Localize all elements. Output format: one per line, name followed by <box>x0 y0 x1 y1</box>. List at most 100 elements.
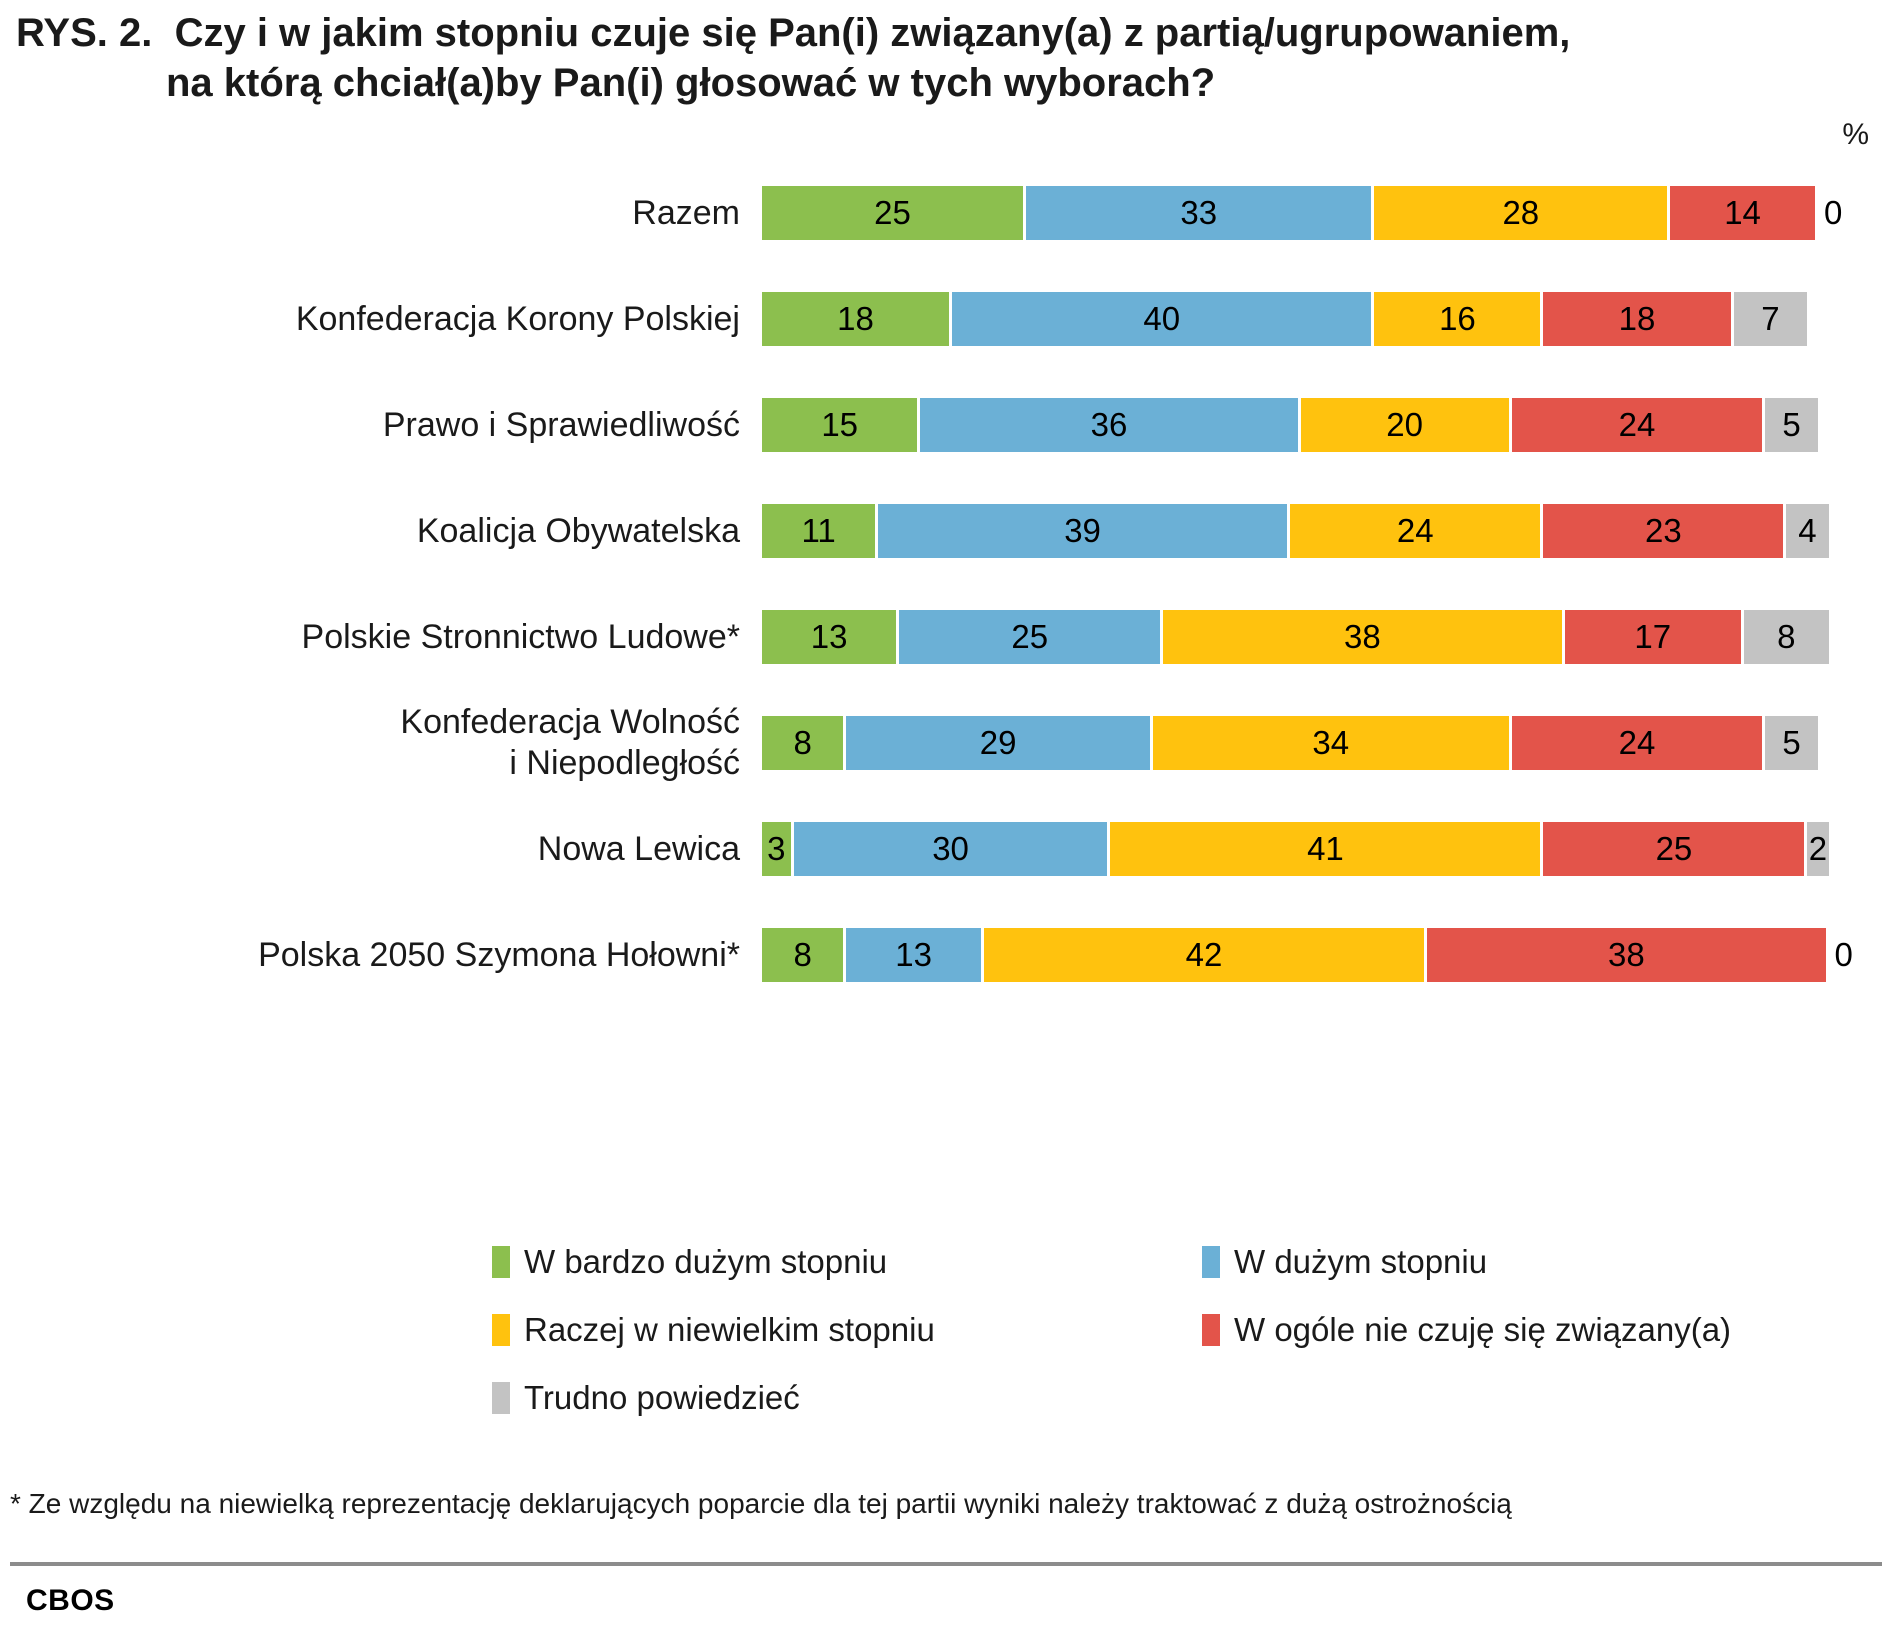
bar-segment-raczej-w-niewielkim-stopniu: 34 <box>1152 716 1512 770</box>
bar-segment-w-bardzo-du-ym-stopniu: 8 <box>762 716 847 770</box>
legend-swatch-large-icon <box>1202 1246 1220 1278</box>
bar-segment-value: 0 <box>1834 936 1853 973</box>
bar-segment-w-du-ym-stopniu: 40 <box>952 292 1375 346</box>
legend-item-label: W ogóle nie czuję się związany(a) <box>1234 1311 1732 1348</box>
stacked-bar: 15 36 20 24 5 <box>762 398 1818 452</box>
chart-row-label: Prawo i Sprawiedliwość <box>382 405 740 444</box>
percent-axis-label: % <box>1842 118 1869 151</box>
chart-row: Konfederacja Wolność i Niepodległość 8 29 3… <box>0 690 1891 796</box>
bar-segment-value: 25 <box>1011 618 1049 655</box>
bar-segment-w-du-ym-stopniu: 29 <box>846 716 1153 770</box>
bar-segment-w-og-le-nie-czuj-si-zwi-zany-a: 24 <box>1511 716 1766 770</box>
bar-segment-value: 17 <box>1634 618 1672 655</box>
bar-segment-w-du-ym-stopniu: 13 <box>846 928 984 982</box>
bar-segment-w-og-le-nie-czuj-si-zwi-zany-a: 14 <box>1670 186 1818 240</box>
bar-segment-value: 4 <box>1798 512 1817 549</box>
bar-segment-w-bardzo-du-ym-stopniu: 11 <box>762 504 879 558</box>
bar-segment-value: 34 <box>1312 724 1350 761</box>
bar-segment-value: 38 <box>1608 936 1645 973</box>
bar-segment-value: 8 <box>793 724 812 761</box>
bar-segment-value: 36 <box>1090 406 1128 443</box>
chart-title-line-2: na którą chciał(a)by Pan(i) głosować w t… <box>166 61 1216 105</box>
bar-segment-value: 2 <box>1808 830 1828 867</box>
bar-segment-value: 24 <box>1396 512 1434 549</box>
chart-row: Polskie Stronnictwo Ludowe* 13 25 38 17 8 <box>0 584 1891 690</box>
bar-segment-raczej-w-niewielkim-stopniu: 16 <box>1374 292 1544 346</box>
legend-item-label: Raczej w niewielkim stopniu <box>524 1311 935 1348</box>
bar-segment-raczej-w-niewielkim-stopniu: 42 <box>983 928 1428 982</box>
bar-segment-value: 24 <box>1618 406 1656 443</box>
bar-segment-w-bardzo-du-ym-stopniu: 3 <box>762 822 794 876</box>
legend-swatch-hard-to-say-icon <box>492 1382 510 1414</box>
stacked-bar: 8 29 34 24 5 <box>762 716 1818 770</box>
chart-row-label: Konfederacja Korony Polskiej <box>295 299 740 338</box>
bar-segment-value: 11 <box>801 512 836 549</box>
bar-segment-value: 13 <box>895 936 932 973</box>
bar-segment-value: 39 <box>1064 512 1101 549</box>
bar-segment-w-bardzo-du-ym-stopniu: 8 <box>762 928 847 982</box>
chart-row: Koalicja Obywatelska 11 39 24 23 4 <box>0 478 1891 584</box>
bar-segment-value: 5 <box>1782 406 1801 443</box>
bar-segment-value: 0 <box>1823 194 1843 231</box>
bar-segment-w-bardzo-du-ym-stopniu: 13 <box>762 610 900 664</box>
bar-segment-value: 3 <box>767 830 786 867</box>
bar-segment-w-og-le-nie-czuj-si-zwi-zany-a: 24 <box>1511 398 1766 452</box>
stacked-bar: 8 13 42 38 0 <box>762 928 1853 982</box>
bar-segment-w-og-le-nie-czuj-si-zwi-zany-a: 25 <box>1543 822 1808 876</box>
legend-item[interactable]: W dużym stopniu <box>1202 1228 1832 1296</box>
chart-row: Polska 2050 Szymona Hołowni* 8 13 42 38 0 <box>0 902 1891 1008</box>
chart-row-label: Nowa Lewica <box>537 829 740 868</box>
bar-segment-w-og-le-nie-czuj-si-zwi-zany-a: 17 <box>1564 610 1745 664</box>
chart-footnote: * Ze względu na niewielką reprezentację … <box>10 1488 1512 1519</box>
bar-segment-value: 16 <box>1439 300 1476 337</box>
bar-segment-w-du-ym-stopniu: 36 <box>920 398 1301 452</box>
bar-segment-value: 33 <box>1180 194 1218 231</box>
bar-segment-value: 25 <box>874 194 911 231</box>
chart-row-label: Konfederacja Wolność i Niepodległość <box>400 703 740 782</box>
cbos-logo: CBOS <box>26 1584 115 1617</box>
bar-segment-w-bardzo-du-ym-stopniu: 25 <box>762 186 1026 240</box>
bar-segment-w-og-le-nie-czuj-si-zwi-zany-a: 23 <box>1543 504 1787 558</box>
bar-segment-value: 30 <box>932 830 969 867</box>
bar-segment-value: 8 <box>1777 618 1796 655</box>
bar-segment-value: 5 <box>1782 724 1801 761</box>
chart-row: Nowa Lewica 3 30 41 25 2 <box>0 796 1891 902</box>
bar-segment-raczej-w-niewielkim-stopniu: 28 <box>1374 186 1671 240</box>
bar-segment-w-du-ym-stopniu: 25 <box>899 610 1164 664</box>
bar-segment-trudno-powiedzie: 8 <box>1744 610 1829 664</box>
chart-row-label: Koalicja Obywatelska <box>416 511 740 550</box>
bar-segment-trudno-powiedzie: 2 <box>1807 822 1829 876</box>
chart-row: Prawo i Sprawiedliwość 15 36 20 24 5 <box>0 372 1891 478</box>
legend-swatch-very-large-icon <box>492 1246 510 1278</box>
bar-segment-value: 25 <box>1655 830 1693 867</box>
chart-row: Razem 25 33 28 14 0 <box>0 160 1891 266</box>
bar-segment-value: 8 <box>793 936 812 973</box>
bar-segment-raczej-w-niewielkim-stopniu: 20 <box>1300 398 1512 452</box>
chart-legend: W bardzo dużym stopniu W dużym stopniu Rac… <box>0 1228 1891 1432</box>
stacked-bar: 18 40 16 18 7 <box>762 292 1818 346</box>
legend-item[interactable]: W ogóle nie czuję się związany(a) <box>1202 1296 1832 1364</box>
bar-segment-value: 13 <box>810 618 848 655</box>
bar-segment-w-du-ym-stopniu: 30 <box>793 822 1111 876</box>
bar-segment-value: 41 <box>1307 830 1344 867</box>
legend-item[interactable]: Trudno powiedzieć <box>492 1364 1202 1432</box>
legend-swatch-none-icon <box>1202 1314 1220 1346</box>
stacked-bar: 11 39 24 23 4 <box>762 504 1829 558</box>
chart-row-label: Polskie Stronnictwo Ludowe* <box>301 617 740 656</box>
bar-segment-w-du-ym-stopniu: 39 <box>878 504 1290 558</box>
bar-segment-w-og-le-nie-czuj-si-zwi-zany-a: 18 <box>1543 292 1734 346</box>
legend-swatch-small-icon <box>492 1314 510 1346</box>
bar-segment-raczej-w-niewielkim-stopniu: 38 <box>1163 610 1565 664</box>
legend-item[interactable]: Raczej w niewielkim stopniu <box>492 1296 1202 1364</box>
bar-segment-value: 23 <box>1645 512 1682 549</box>
bar-segment-trudno-powiedzie: 5 <box>1765 398 1818 452</box>
bar-segment-value: 40 <box>1143 300 1181 337</box>
legend-item-label: W bardzo dużym stopniu <box>524 1243 888 1280</box>
bar-segment-trudno-powiedzie: 7 <box>1733 292 1808 346</box>
bar-segment-trudno-powiedzie: 4 <box>1786 504 1829 558</box>
chart-row-label: Polska 2050 Szymona Hołowni* <box>258 935 740 974</box>
stacked-bar: 13 25 38 17 8 <box>762 610 1829 664</box>
bar-segment-value: 38 <box>1344 618 1381 655</box>
legend-item[interactable]: W bardzo dużym stopniu <box>492 1228 1202 1296</box>
bar-segment-value: 20 <box>1386 406 1423 443</box>
